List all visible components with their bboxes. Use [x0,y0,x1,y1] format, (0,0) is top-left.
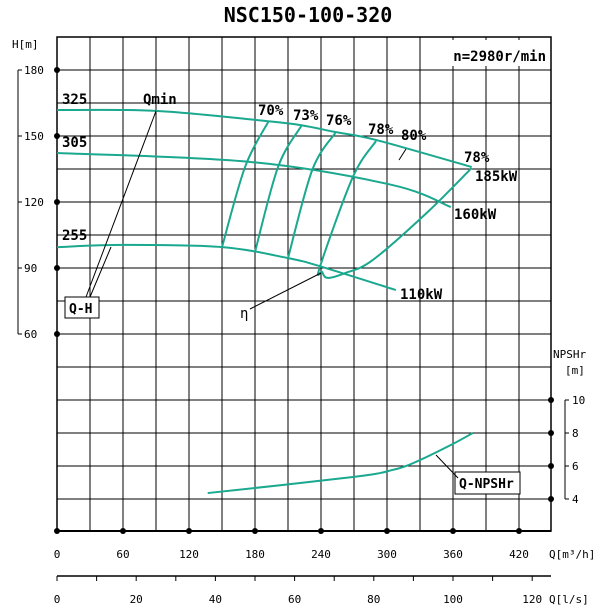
y2-tick-dot [548,463,554,469]
y2-axis-label-2: [m] [565,364,585,377]
y-tick-label: 120 [24,196,44,209]
label-eta: η [240,306,248,322]
x-tick-label: 60 [116,548,129,561]
head-curve-325 [56,108,472,168]
x-tick-label: 300 [377,548,397,561]
head-curve-305 [56,151,452,208]
x-tick-dot [54,528,60,534]
npshr-box [454,471,521,495]
speed-box [445,40,548,66]
x-axis-label: Q[m³/h] [549,548,595,561]
y2-tick-dot [548,496,554,502]
axes: 0 60 120 180 240 300 360 4206090120150180468100… [17,64,585,606]
x2-axis-label: Q[l/s] [549,593,589,606]
label-305: 305 [62,135,87,151]
y2-tick-label: 10 [572,394,585,407]
leader-lines [85,110,459,479]
curves [56,108,474,495]
chart-title: NSC150-100-320 [224,3,393,27]
x-tick-dot [252,528,258,534]
label-qmin: Qmin [143,92,177,108]
label-eff-73: 73% [293,108,319,124]
x-tick-dot [516,528,522,534]
efficiency-curve-78pct [316,140,473,279]
label-eff-80: 80% [401,128,427,144]
x-tick-label: 120 [179,548,199,561]
y-tick-dot [54,67,60,73]
eff80-leader [398,148,407,161]
x2-tick-label: 60 [288,593,301,606]
label-255: 255 [62,228,87,244]
x-tick-dot [186,528,192,534]
x-tick-label: 180 [245,548,265,561]
y-tick-label: 180 [24,64,44,77]
label-185kw: 185kW [475,169,518,185]
y-axis-label: H[m] [12,38,39,51]
x-tick-label: 240 [311,548,331,561]
x2-tick-label: 0 [54,593,61,606]
eta-leader [249,272,322,310]
y-tick-label: 60 [24,328,37,341]
x2-tick-label: 120 [522,593,542,606]
label-eff-78-end: 78% [464,150,490,166]
npshr-curve [207,432,474,495]
label-110kw: 110kW [400,287,443,303]
label-325: 325 [62,92,87,108]
y2-tick-dot [548,397,554,403]
y2-axis-label-1: NPSHr [553,348,586,361]
x-tick-label: 420 [509,548,529,561]
x-tick-dot [384,528,390,534]
y-tick-label: 150 [24,130,44,143]
label-npshr: Q-NPSHr [459,477,514,492]
label-eff-78: 78% [368,122,394,138]
npshr-leader [435,454,459,479]
y-tick-dot [54,331,60,337]
x-tick-dot [120,528,126,534]
head-curve-255 [56,243,397,291]
y2-tick-label: 8 [572,427,579,440]
qh-box [64,296,100,319]
efficiency-curve-70pct [221,121,270,248]
y-tick-dot [54,133,60,139]
y-tick-dot [54,199,60,205]
label-160kw: 160kW [454,207,497,223]
y2-tick-label: 6 [572,460,579,473]
x2-tick-label: 80 [367,593,380,606]
x-tick-label: 0 [54,548,61,561]
x2-tick-label: 20 [130,593,143,606]
x2-tick-label: 100 [443,593,463,606]
efficiency-curve-76pct [287,132,337,259]
qh-leader [89,246,112,298]
x2-tick-label: 40 [209,593,222,606]
x-tick-dot [450,528,456,534]
qmin-leader [85,110,157,298]
y-tick-label: 90 [24,262,37,275]
x-tick-label: 360 [443,548,463,561]
label-eff-76: 76% [326,113,352,129]
speed-label: n=2980r/min [453,49,546,65]
efficiency-curve-73pct [254,125,303,253]
label-qh: Q-H [69,302,92,317]
x-tick-dot [318,528,324,534]
y2-tick-label: 4 [572,493,579,506]
y-tick-dot [54,265,60,271]
label-eff-70: 70% [258,103,284,119]
y2-tick-dot [548,430,554,436]
